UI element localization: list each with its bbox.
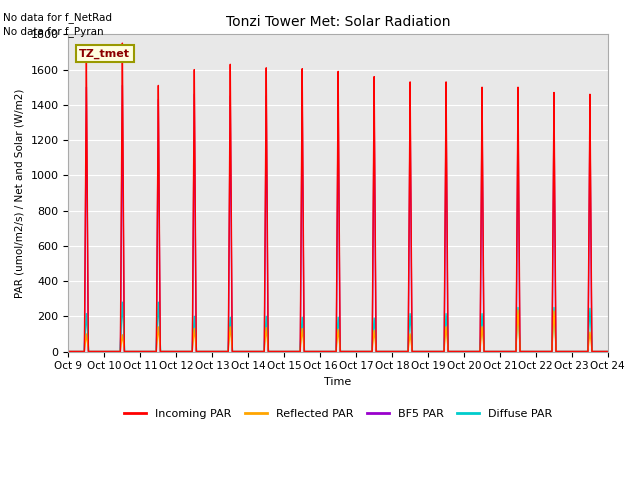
Diffuse PAR: [604, 348, 612, 354]
Incoming PAR: [495, 348, 502, 354]
Incoming PAR: [354, 348, 362, 354]
Reflected PAR: [572, 348, 579, 354]
Incoming PAR: [604, 348, 612, 354]
Incoming PAR: [118, 40, 126, 46]
Legend: Incoming PAR, Reflected PAR, BF5 PAR, Diffuse PAR: Incoming PAR, Reflected PAR, BF5 PAR, Di…: [120, 405, 557, 423]
Text: No data for f_Pyran: No data for f_Pyran: [3, 26, 104, 37]
Diffuse PAR: [572, 348, 579, 354]
Text: TZ_tmet: TZ_tmet: [79, 48, 130, 59]
Diffuse PAR: [556, 348, 564, 354]
BF5 PAR: [118, 83, 126, 88]
Line: BF5 PAR: BF5 PAR: [68, 85, 608, 351]
Title: Tonzi Tower Met: Solar Radiation: Tonzi Tower Met: Solar Radiation: [226, 15, 451, 29]
BF5 PAR: [556, 348, 564, 354]
Incoming PAR: [556, 348, 564, 354]
BF5 PAR: [365, 348, 373, 354]
Line: Incoming PAR: Incoming PAR: [68, 43, 608, 351]
Line: Diffuse PAR: Diffuse PAR: [68, 302, 608, 351]
Reflected PAR: [215, 348, 223, 354]
Diffuse PAR: [215, 348, 223, 354]
Diffuse PAR: [65, 348, 72, 354]
Reflected PAR: [353, 348, 361, 354]
Incoming PAR: [365, 348, 373, 354]
X-axis label: Time: Time: [324, 377, 351, 387]
BF5 PAR: [215, 348, 223, 354]
BF5 PAR: [572, 348, 579, 354]
Reflected PAR: [556, 348, 564, 354]
Diffuse PAR: [365, 348, 373, 354]
BF5 PAR: [604, 348, 612, 354]
Y-axis label: PAR (umol/m2/s) / Net and Solar (W/m2): PAR (umol/m2/s) / Net and Solar (W/m2): [15, 88, 25, 298]
Reflected PAR: [495, 348, 502, 354]
Diffuse PAR: [495, 348, 502, 354]
Reflected PAR: [65, 348, 72, 354]
Incoming PAR: [215, 348, 223, 354]
BF5 PAR: [65, 348, 72, 354]
Text: No data for f_NetRad: No data for f_NetRad: [3, 12, 112, 23]
Reflected PAR: [604, 348, 612, 354]
Incoming PAR: [572, 348, 579, 354]
BF5 PAR: [495, 348, 502, 354]
Line: Reflected PAR: Reflected PAR: [68, 310, 608, 351]
Reflected PAR: [365, 348, 373, 354]
Diffuse PAR: [118, 300, 126, 305]
Reflected PAR: [514, 307, 522, 313]
BF5 PAR: [354, 348, 362, 354]
Diffuse PAR: [354, 348, 362, 354]
Incoming PAR: [65, 348, 72, 354]
